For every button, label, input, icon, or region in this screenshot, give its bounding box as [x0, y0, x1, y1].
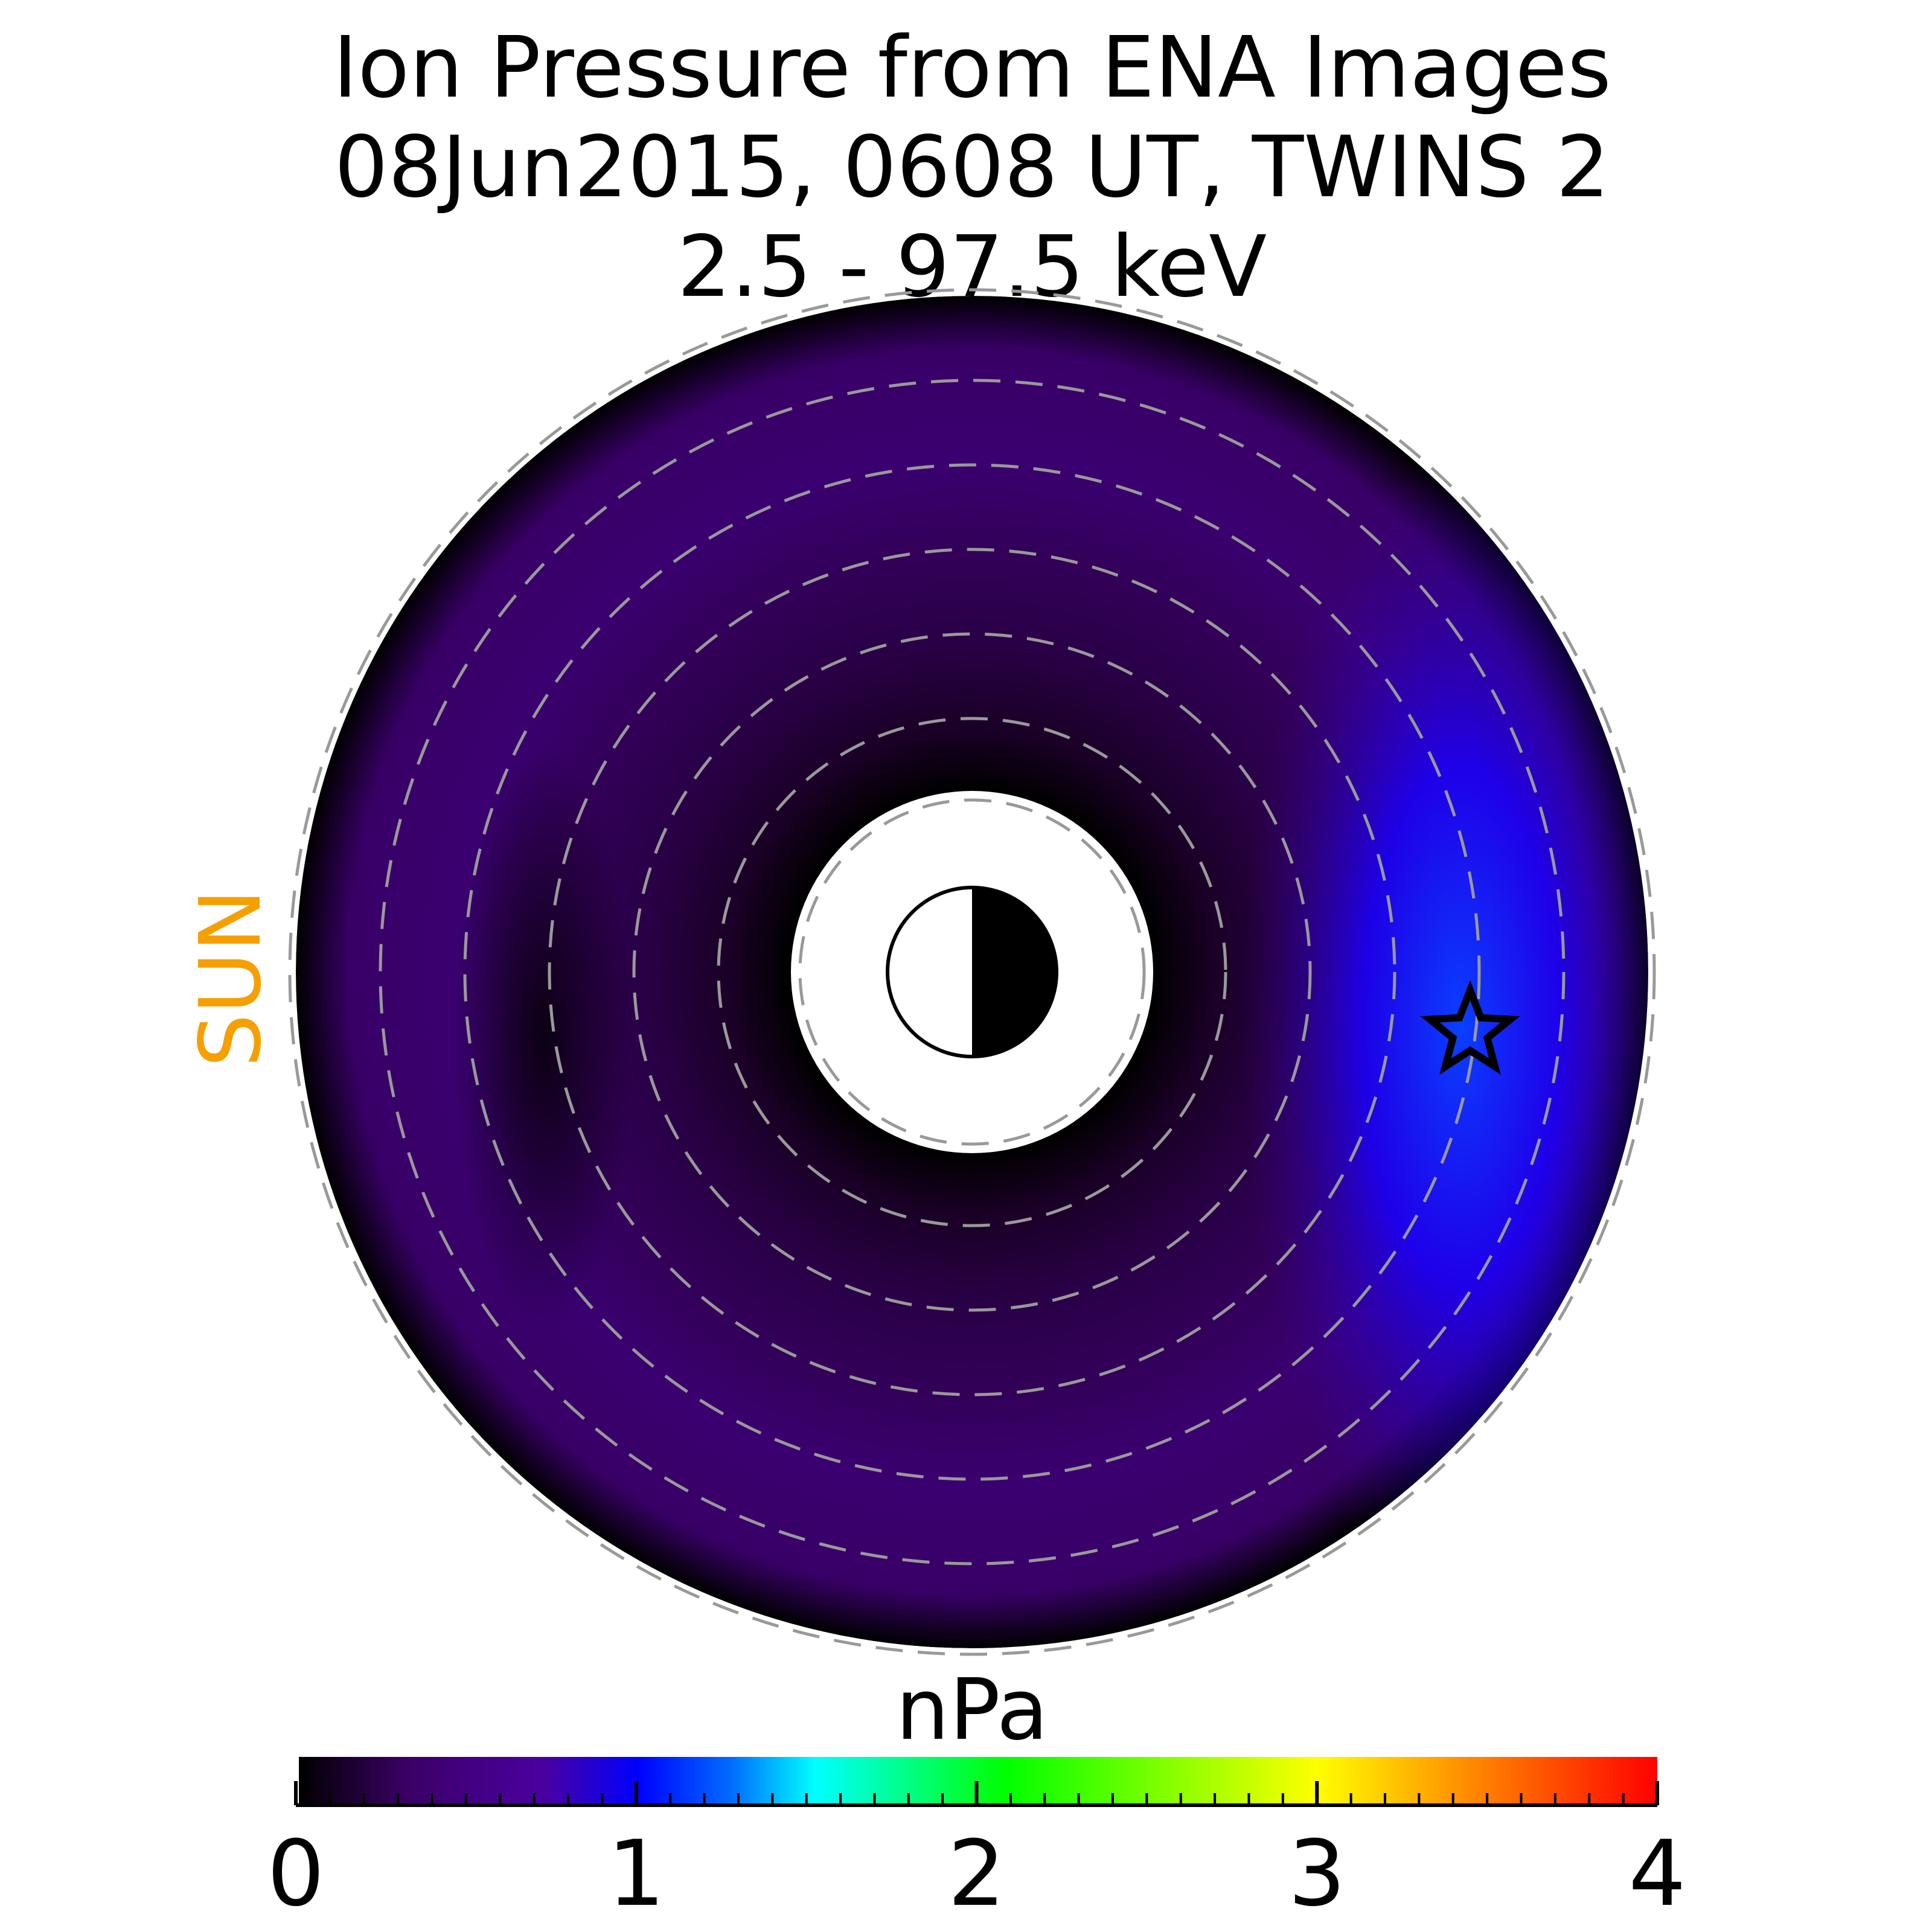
title-line-1: Ion Pressure from ENA Images [333, 19, 1611, 117]
earth-night-side [972, 888, 1057, 1057]
grid-circle-7 [288, 288, 1656, 1656]
earth-day-night-symbol [886, 886, 1058, 1058]
star-marker [1420, 980, 1520, 1075]
title-line-2: 08Jun2015, 0608 UT, TWINS 2 [334, 118, 1610, 217]
grid-circle-5 [463, 463, 1481, 1481]
grid-circle-2 [717, 717, 1227, 1227]
colorbar-label: nPa [896, 1661, 1049, 1759]
heatmap-dark-region [441, 724, 646, 1352]
colorbar-tick-label: 3 [1288, 1822, 1346, 1927]
grid-circle-4 [548, 548, 1396, 1396]
grid-circle-1 [798, 798, 1146, 1146]
grid-circles [288, 288, 1656, 1656]
colorbar-ticks: 0 1 2 3 4 [267, 1781, 1686, 1927]
grid-circle-6 [379, 379, 1566, 1566]
heatmap-peak-region [1208, 453, 1715, 1600]
chart-title: Ion Pressure from ENA Images 08Jun2015, … [333, 19, 1611, 316]
colorbar-tick-label: 4 [1628, 1822, 1686, 1927]
colorbar-tick-label: 1 [607, 1822, 665, 1927]
sun-label: SUN [182, 889, 280, 1067]
colorbar-tick-label: 0 [267, 1822, 324, 1927]
colorbar-tick-label: 2 [948, 1822, 1005, 1927]
grid-circle-3 [632, 632, 1312, 1312]
